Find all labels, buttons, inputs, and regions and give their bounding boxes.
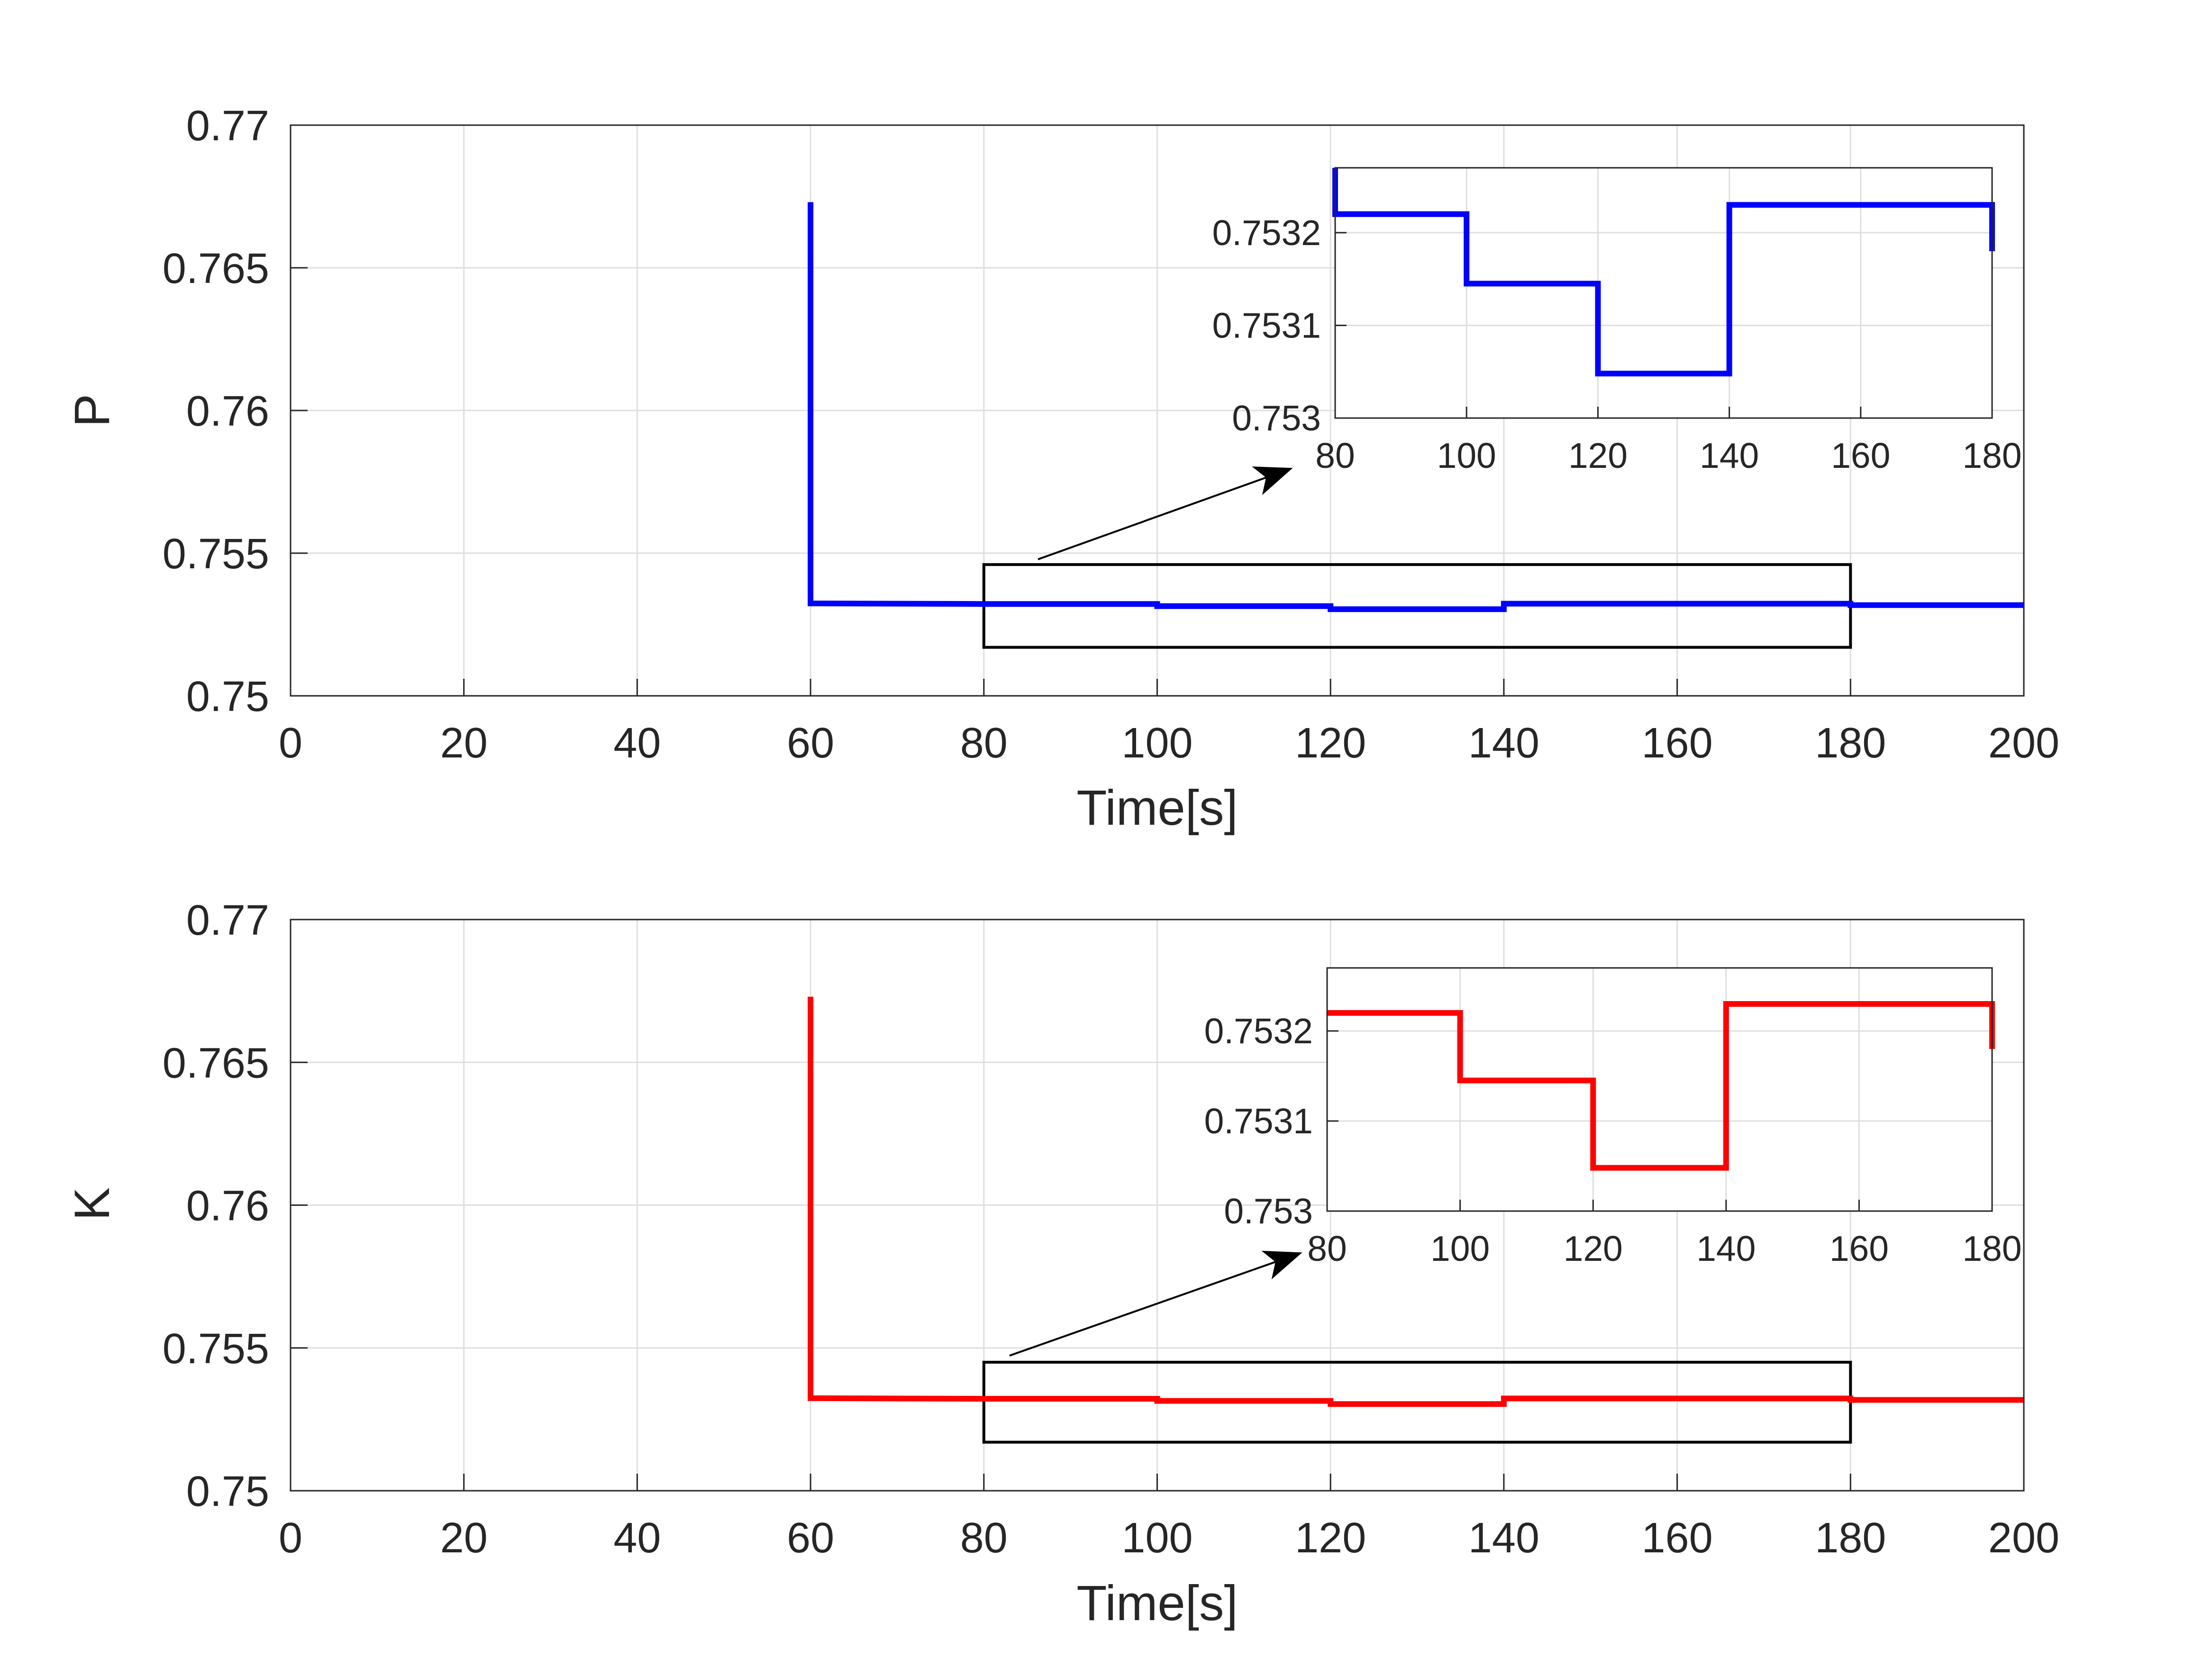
x-tick-label: 160	[1642, 1514, 1713, 1562]
series-line-P	[808, 202, 2024, 612]
x-tick-label: 80	[960, 1514, 1008, 1562]
inset-x-tick-label: 80	[1315, 436, 1355, 475]
inset-y-tick-label: 0.7531	[1204, 1101, 1313, 1141]
inset-x-tick-label: 160	[1831, 436, 1890, 475]
series-line-K	[808, 996, 2024, 1407]
panel-p: 0 20 40 60 80 100 120 140 160 180 200 0.75 0.755 0.76…	[64, 102, 2059, 836]
y-tick-label: 0.77	[186, 897, 269, 944]
inset-x-tick-label: 160	[1830, 1229, 1889, 1268]
panel-k: 0 20 40 60 80 100 120 140 160 180 200 0.75 0.755 0.76…	[64, 897, 2059, 1631]
x-tick-label: 20	[440, 1514, 488, 1562]
y-tick-label: 0.755	[163, 1325, 269, 1373]
inset-x-tick-label: 100	[1437, 436, 1496, 475]
x-tick-label: 200	[1988, 1514, 2059, 1562]
x-tick-label: 60	[787, 1514, 834, 1562]
inset-x-tick-label: 100	[1430, 1229, 1490, 1268]
inset-y-tick-label: 0.7532	[1212, 213, 1321, 253]
x-tick-label: 140	[1468, 720, 1539, 767]
inset-y-tick-label: 0.753	[1224, 1191, 1313, 1231]
y-axis-label: P	[64, 394, 120, 427]
inset-y-tick-label: 0.7532	[1204, 1011, 1313, 1051]
x-axis-label: Time[s]	[1076, 1576, 1238, 1631]
x-tick-label: 60	[787, 720, 834, 767]
x-tick-label: 40	[613, 1514, 661, 1562]
inset-x-tick-label: 120	[1564, 1229, 1623, 1268]
x-tick-label: 100	[1121, 1514, 1192, 1562]
inset-x-tick-label: 80	[1307, 1229, 1347, 1268]
y-tick-label: 0.755	[163, 530, 269, 578]
inset-x-tick-label: 140	[1696, 1229, 1756, 1268]
x-tick-label: 160	[1642, 720, 1713, 767]
x-axis-label: Time[s]	[1076, 780, 1238, 836]
y-tick-label: 0.75	[186, 1468, 269, 1515]
y-tick-label: 0.765	[163, 245, 269, 292]
inset-series-line	[1327, 1001, 1995, 1171]
inset-x-tick-label: 180	[1962, 436, 2021, 475]
y-tick-label: 0.77	[186, 102, 269, 150]
inset-y-tick-label: 0.7531	[1212, 305, 1321, 345]
x-tick-label: 80	[960, 720, 1008, 767]
zoom-arrow	[1038, 466, 1293, 560]
inset-x-tick-label: 120	[1568, 436, 1628, 475]
x-tick-label: 120	[1295, 720, 1366, 767]
y-axis-label: K	[64, 1187, 120, 1221]
inset-x-tick-label: 180	[1962, 1229, 2021, 1268]
y-tick-label: 0.765	[163, 1039, 269, 1087]
x-tick-label: 180	[1815, 1514, 1886, 1562]
inset-axes-box	[1334, 167, 1993, 419]
y-tick-label: 0.76	[186, 388, 269, 435]
x-tick-label: 140	[1468, 1514, 1539, 1562]
inset-series-line	[1332, 168, 1995, 377]
x-tick-label: 0	[279, 1514, 302, 1562]
x-tick-label: 180	[1815, 720, 1886, 767]
inset-axes-box	[1326, 967, 1993, 1212]
x-tick-label: 40	[613, 720, 661, 767]
x-tick-label: 20	[440, 720, 488, 767]
x-tick-label: 100	[1121, 720, 1192, 767]
x-tick-label: 120	[1295, 1514, 1366, 1562]
y-tick-label: 0.75	[186, 673, 269, 720]
x-tick-label: 200	[1988, 720, 2059, 767]
inset-y-tick-label: 0.753	[1232, 398, 1321, 438]
x-tick-label: 0	[279, 720, 302, 767]
y-tick-label: 0.76	[186, 1183, 269, 1230]
inset-x-tick-label: 140	[1700, 436, 1759, 475]
zoom-arrow	[1009, 1250, 1302, 1357]
